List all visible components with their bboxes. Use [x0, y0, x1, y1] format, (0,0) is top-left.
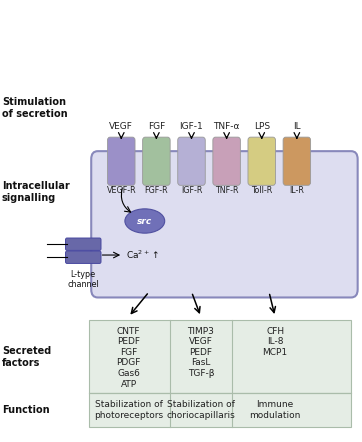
FancyBboxPatch shape: [108, 137, 135, 185]
Text: TGF-β: TGF-β: [188, 369, 214, 378]
Ellipse shape: [125, 209, 165, 233]
Text: CNTF: CNTF: [117, 327, 140, 335]
FancyBboxPatch shape: [178, 137, 205, 185]
Text: TIMP3: TIMP3: [188, 327, 214, 335]
Text: Stimulation
of secretion: Stimulation of secretion: [2, 97, 67, 119]
Text: IGF-1: IGF-1: [180, 122, 203, 131]
Text: TNF-R: TNF-R: [215, 186, 238, 195]
Text: Stabilization of
photoreceptors: Stabilization of photoreceptors: [94, 400, 163, 419]
Text: FGF-R: FGF-R: [144, 186, 168, 195]
Text: Immune
modulation: Immune modulation: [249, 400, 301, 419]
Text: Gas6: Gas6: [117, 369, 140, 378]
Text: Secreted
factors: Secreted factors: [2, 346, 51, 368]
Text: VEGF-R: VEGF-R: [106, 186, 136, 195]
Text: Intracellular
signalling: Intracellular signalling: [2, 181, 70, 203]
Text: src: src: [137, 217, 152, 225]
Text: TNF-α: TNF-α: [213, 122, 240, 131]
Text: IGF-R: IGF-R: [181, 186, 202, 195]
Text: FasL: FasL: [191, 358, 211, 367]
Text: PEDF: PEDF: [189, 348, 212, 357]
Text: PDGF: PDGF: [116, 358, 141, 367]
Text: VEGF: VEGF: [109, 122, 133, 131]
Text: FGF: FGF: [148, 122, 165, 131]
FancyBboxPatch shape: [283, 137, 311, 185]
FancyBboxPatch shape: [66, 251, 101, 263]
FancyBboxPatch shape: [91, 151, 358, 297]
Text: Ca$^{2+}$$\uparrow$: Ca$^{2+}$$\uparrow$: [126, 249, 159, 261]
Text: PEDF: PEDF: [117, 337, 140, 346]
FancyBboxPatch shape: [248, 137, 275, 185]
Text: IL: IL: [293, 122, 301, 131]
FancyBboxPatch shape: [213, 137, 240, 185]
Text: FGF: FGF: [120, 348, 137, 357]
Text: VEGF: VEGF: [189, 337, 213, 346]
Text: CFH: CFH: [266, 327, 284, 335]
FancyBboxPatch shape: [66, 238, 101, 250]
FancyBboxPatch shape: [143, 137, 170, 185]
Text: ATP: ATP: [121, 380, 136, 389]
Text: MCP1: MCP1: [262, 348, 288, 357]
Bar: [89, 320, 351, 393]
Text: IL-8: IL-8: [267, 337, 283, 346]
Text: Toll-R: Toll-R: [251, 186, 272, 195]
Bar: [89, 393, 351, 427]
Text: IL-R: IL-R: [289, 186, 304, 195]
Text: L-type
channel: L-type channel: [67, 270, 99, 289]
Text: Stabilization of
choriocapillaris: Stabilization of choriocapillaris: [167, 400, 235, 419]
Text: LPS: LPS: [254, 122, 270, 131]
Text: Function: Function: [2, 405, 50, 415]
